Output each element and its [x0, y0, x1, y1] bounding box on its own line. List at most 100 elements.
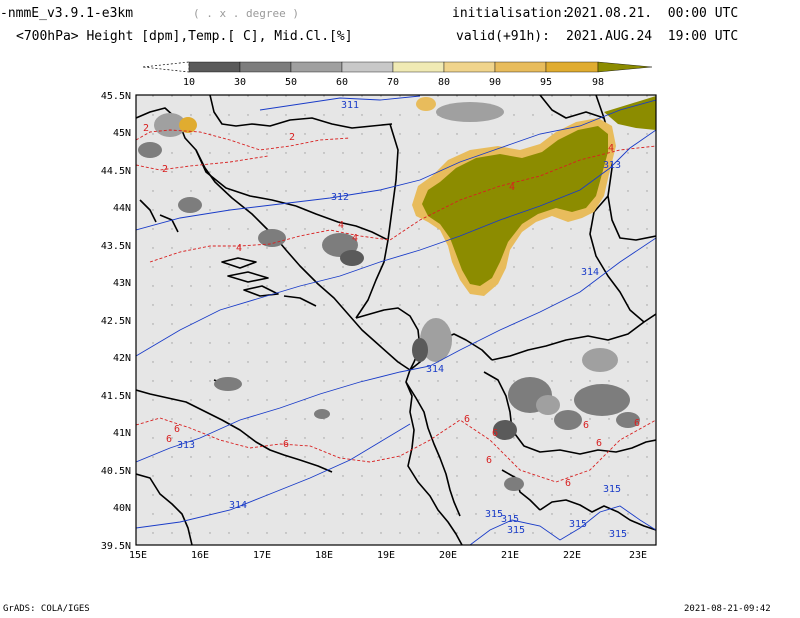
- island: [221, 257, 257, 269]
- subtitle: <700hPa> Height [dpm],Temp.[ C], Mid.Cl.…: [16, 29, 353, 44]
- lat-label: 43N: [113, 278, 131, 289]
- colorbar-label: 60: [336, 77, 348, 88]
- border-hr-hu: [209, 95, 393, 129]
- border-ba-north: [295, 205, 389, 241]
- temp-label: 2: [143, 123, 149, 134]
- temp-label: 4: [509, 182, 515, 193]
- lon-label: 22E: [563, 550, 581, 561]
- high-cloud-area: [422, 126, 608, 286]
- height-label: 314: [229, 500, 247, 511]
- valid-label: valid(+91h):: [456, 29, 550, 44]
- colorbar-low-arrow: [142, 61, 190, 73]
- temp-label: 6: [464, 414, 470, 425]
- height-label: 315: [501, 514, 519, 525]
- lat-label: 42.5N: [101, 316, 131, 327]
- init-label: initialisation:: [452, 6, 570, 21]
- colorbar-label: 95: [540, 77, 552, 88]
- height-contour-314: [136, 237, 656, 463]
- border-danube: [539, 95, 605, 119]
- colorbar-label: 90: [489, 77, 501, 88]
- temp-label: 4: [338, 220, 344, 231]
- island: [139, 199, 157, 223]
- colorbar-high-arrow: [597, 61, 653, 73]
- temp-label: 6: [486, 455, 492, 466]
- temperature-contours: [136, 129, 656, 483]
- lon-label: 21E: [501, 550, 519, 561]
- units-note: ( . x . degree ): [193, 7, 299, 20]
- border-al-mk: [405, 381, 461, 517]
- colorbar-cell-2: [239, 61, 292, 73]
- coast-italy-puglia: [136, 389, 333, 473]
- colorbar-cell-8: [545, 61, 599, 73]
- colorbar-cell-6: [443, 61, 496, 73]
- colorbar-label: 10: [183, 77, 195, 88]
- temp-label: 4: [352, 233, 358, 244]
- lon-label: 15E: [129, 550, 147, 561]
- colorbar-cell-3: [290, 61, 343, 73]
- border-rs-bg: [589, 195, 645, 323]
- temp-label: 6: [596, 438, 602, 449]
- height-label: 313: [603, 160, 621, 171]
- height-label: 315: [609, 529, 627, 540]
- lon-label: 20E: [439, 550, 457, 561]
- contour-labels: 311 312 313 314 314 313 314 315 315 315 …: [143, 100, 640, 540]
- colorbar-cell-5: [392, 61, 445, 73]
- lat-label: 40N: [113, 503, 131, 514]
- temp-contour-2: [136, 129, 351, 151]
- temp-label: 6: [174, 424, 180, 435]
- valid-value: 2021.AUG.24 19:00 UTC: [566, 29, 739, 44]
- footer-credit: GrADS: COLA/IGES: [3, 604, 90, 614]
- island: [227, 271, 269, 283]
- height-contours: [136, 95, 656, 545]
- temp-label: 6: [283, 439, 289, 450]
- colorbar-label: 70: [387, 77, 399, 88]
- colorbar-label: 98: [592, 77, 604, 88]
- lat-label: 41N: [113, 428, 131, 439]
- temp-contour-4: [149, 145, 656, 263]
- temp-label: 6: [583, 420, 589, 431]
- temp-label: 6: [166, 434, 172, 445]
- lat-label: 45N: [113, 128, 131, 139]
- map-frame: [135, 94, 657, 546]
- coast-aegean: [539, 499, 656, 531]
- height-label: 313: [177, 440, 195, 451]
- lat-label: 40.5N: [101, 466, 131, 477]
- height-contour-314b: [136, 423, 411, 529]
- lon-label: 17E: [253, 550, 271, 561]
- cloud-high-cover: [179, 96, 656, 296]
- temp-contour-2b: [136, 155, 269, 171]
- height-label: 315: [485, 509, 503, 520]
- temp-label: 6: [634, 418, 640, 429]
- lat-label: 39.5N: [101, 541, 131, 552]
- temp-label: 2: [162, 164, 168, 175]
- height-contour-311: [259, 95, 421, 111]
- footer-timestamp: 2021-08-21-09:42: [684, 604, 771, 614]
- coast-albania-greece: [405, 369, 463, 545]
- temp-contour-6: [136, 417, 656, 483]
- lon-label: 16E: [191, 550, 209, 561]
- lon-label: 19E: [377, 550, 395, 561]
- temp-label: 2: [289, 132, 295, 143]
- height-label: 311: [341, 100, 359, 111]
- height-label: 314: [426, 364, 444, 375]
- lon-label: 18E: [315, 550, 333, 561]
- height-label: 314: [581, 267, 599, 278]
- lat-label: 41.5N: [101, 391, 131, 402]
- colorbar-label: 50: [285, 77, 297, 88]
- lat-label: 43.5N: [101, 241, 131, 252]
- colorbar-label: 80: [438, 77, 450, 88]
- height-label: 312: [331, 192, 349, 203]
- colorbar: 10 30 50 60 70 80 90 95 98: [142, 61, 653, 88]
- border-mk-gr: [483, 371, 656, 455]
- temp-label: 6: [565, 478, 571, 489]
- temp-label: 4: [608, 143, 614, 154]
- init-value: 2021.08.21. 00:00 UTC: [566, 6, 739, 21]
- coast-thermaic: [501, 469, 541, 511]
- cloud-clusters-grey: [138, 102, 640, 491]
- colorbar-label: 30: [234, 77, 246, 88]
- lon-label: 23E: [629, 550, 647, 561]
- coast-italy-calabria: [136, 473, 193, 545]
- temp-label: 6: [492, 428, 498, 439]
- lat-axis: 45.5N 45N 44.5N 44N 43.5N 43N 42.5N 42N …: [101, 91, 131, 552]
